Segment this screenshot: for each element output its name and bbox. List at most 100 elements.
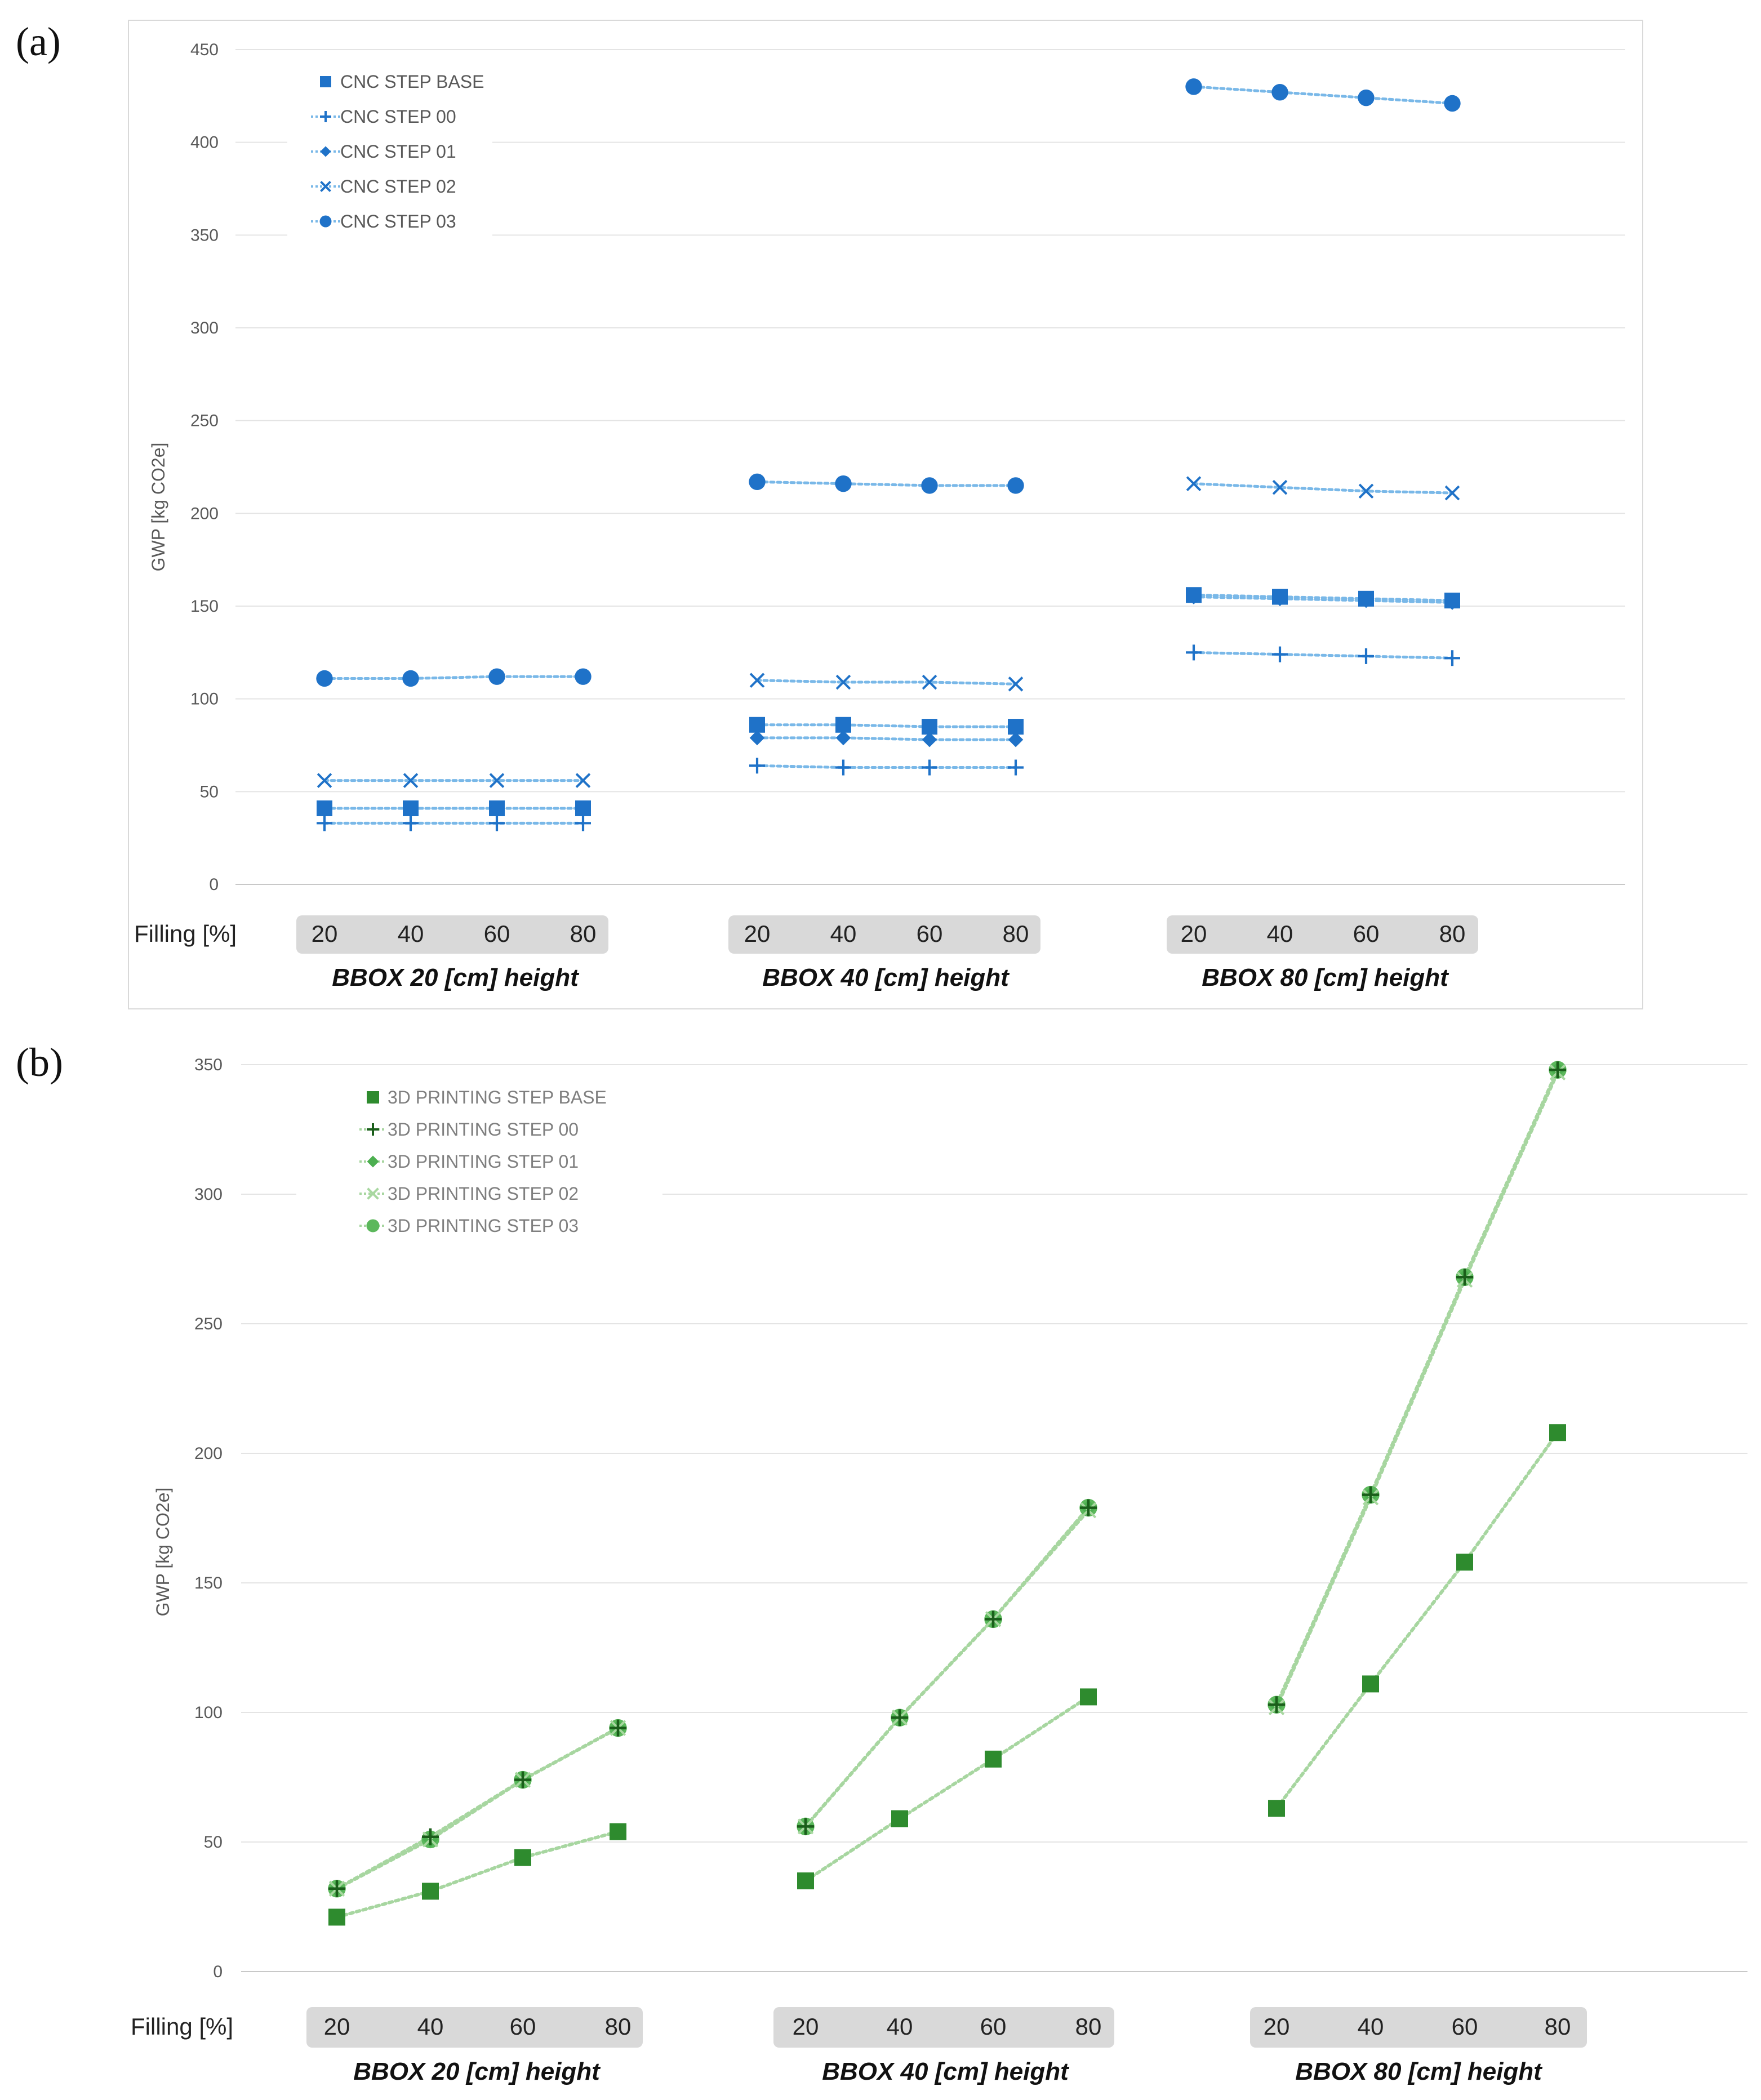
group-label: BBOX 40 [cm] height: [762, 964, 1010, 991]
data-point: [403, 815, 419, 831]
data-point: [835, 674, 851, 690]
data-point: [835, 475, 852, 492]
data-point: [749, 758, 765, 774]
series-line: [335, 1830, 620, 1919]
data-point: [489, 773, 505, 788]
legend-marker: [320, 181, 331, 192]
markers-plus: [328, 1061, 1566, 1897]
data-point: [749, 473, 766, 491]
data-point: [1008, 759, 1024, 776]
category-pill: [296, 915, 608, 954]
y-tick-label: 150: [190, 597, 219, 616]
data-point: [922, 719, 937, 735]
y-tick-label: 0: [209, 875, 219, 894]
data-point: [1358, 648, 1374, 664]
data-point: [489, 800, 505, 816]
y-axis-label: GWP [kg CO2e]: [148, 443, 168, 572]
legend-label: 3D PRINTING STEP 02: [388, 1184, 579, 1204]
data-point: [1186, 644, 1202, 661]
data-point: [1008, 732, 1024, 748]
legend-label: CNC STEP 00: [340, 106, 456, 127]
data-point: [422, 1828, 439, 1845]
series-line: [1192, 85, 1454, 105]
y-axis-label: GWP [kg CO2e]: [153, 1488, 173, 1617]
data-point: [1186, 476, 1202, 491]
series-line: [323, 675, 585, 680]
data-point: [985, 1610, 1002, 1628]
data-point: [1444, 650, 1460, 666]
chart-panel-a: (a) 0 50 100 150 200 250 300 350 400 450 GWP [kg CO…: [16, 19, 1643, 1009]
y-tick-label: 50: [200, 782, 219, 801]
x-tick-label: 80: [605, 2013, 632, 2040]
markers-diamond: [317, 589, 1460, 816]
series-line: [1192, 593, 1454, 602]
series-x: [323, 482, 1454, 782]
data-point: [922, 759, 937, 776]
data-point: [1186, 589, 1202, 604]
data-point: [1549, 1424, 1566, 1441]
legend-marker: [319, 215, 332, 228]
y-tick-label: 0: [213, 1963, 223, 1981]
markers-square: [328, 1424, 1566, 1926]
x-tick-label: 80: [1003, 920, 1029, 947]
data-point: [514, 1771, 531, 1788]
data-point: [316, 670, 333, 687]
markers-plus: [317, 644, 1460, 831]
data-point: [514, 1849, 531, 1866]
data-point: [797, 1818, 814, 1835]
series-line: [804, 1506, 1090, 1828]
data-point: [1444, 595, 1460, 610]
y-tick-label: 300: [194, 1185, 223, 1204]
x-tick-label: 40: [398, 920, 424, 947]
legend-marker: [367, 1123, 379, 1136]
y-tick-label: 350: [190, 226, 219, 244]
x-tick-label: 40: [887, 2013, 913, 2040]
legend-label: CNC STEP 03: [340, 211, 456, 232]
data-point: [317, 773, 332, 788]
data-point: [402, 670, 419, 687]
legend-marker: [367, 1155, 379, 1168]
x-tick-label: 60: [510, 2013, 536, 2040]
legend-marker: [320, 76, 331, 87]
data-point: [922, 732, 937, 748]
group-label: BBOX 40 [cm] height: [822, 2058, 1070, 2085]
category-pill: [728, 915, 1040, 954]
data-point: [1456, 1554, 1473, 1571]
x-tick-label: 20: [1181, 920, 1207, 947]
x-tick-label: 60: [917, 920, 943, 947]
series-plus: [323, 651, 1454, 825]
y-tick-label: 100: [190, 690, 219, 709]
series-circle: [335, 1068, 1559, 1890]
data-point: [1080, 1499, 1097, 1516]
data-point: [985, 1750, 1002, 1768]
series-line: [755, 764, 1017, 769]
x-axis-label: Filling [%]: [134, 920, 237, 947]
series-line: [1192, 595, 1454, 604]
legend-marker: [366, 1219, 380, 1233]
data-point: [575, 668, 592, 685]
series-line: [804, 1695, 1090, 1883]
x-tick-label: 20: [793, 2013, 819, 2040]
series-circle: [323, 85, 1454, 680]
data-point: [1185, 78, 1202, 95]
data-point: [1271, 84, 1288, 101]
series-line: [1192, 651, 1454, 660]
y-tick-label: 350: [194, 1056, 223, 1074]
data-point: [1444, 485, 1460, 501]
y-tick-label: 100: [194, 1703, 223, 1722]
chart-panel-b: (b) 0 50 100 150 200 250 300 350 GWP [kg CO2e] 20 4…: [16, 1040, 1747, 2085]
panel-label: (a): [16, 19, 61, 64]
category-pill: [1250, 2007, 1587, 2048]
x-tick-label: 40: [1358, 2013, 1384, 2040]
data-point: [891, 1709, 908, 1727]
data-point: [317, 800, 332, 816]
legend-label: CNC STEP 02: [340, 176, 456, 197]
legend-marker: [367, 1091, 379, 1104]
data-point: [835, 759, 851, 776]
x-tick-label: 80: [1075, 2013, 1102, 2040]
x-tick-label: 20: [324, 2013, 350, 2040]
legend-label: CNC STEP BASE: [340, 72, 484, 92]
data-point: [610, 1823, 626, 1840]
data-point: [1362, 1675, 1379, 1693]
legend-label: 3D PRINTING STEP 00: [388, 1119, 579, 1140]
